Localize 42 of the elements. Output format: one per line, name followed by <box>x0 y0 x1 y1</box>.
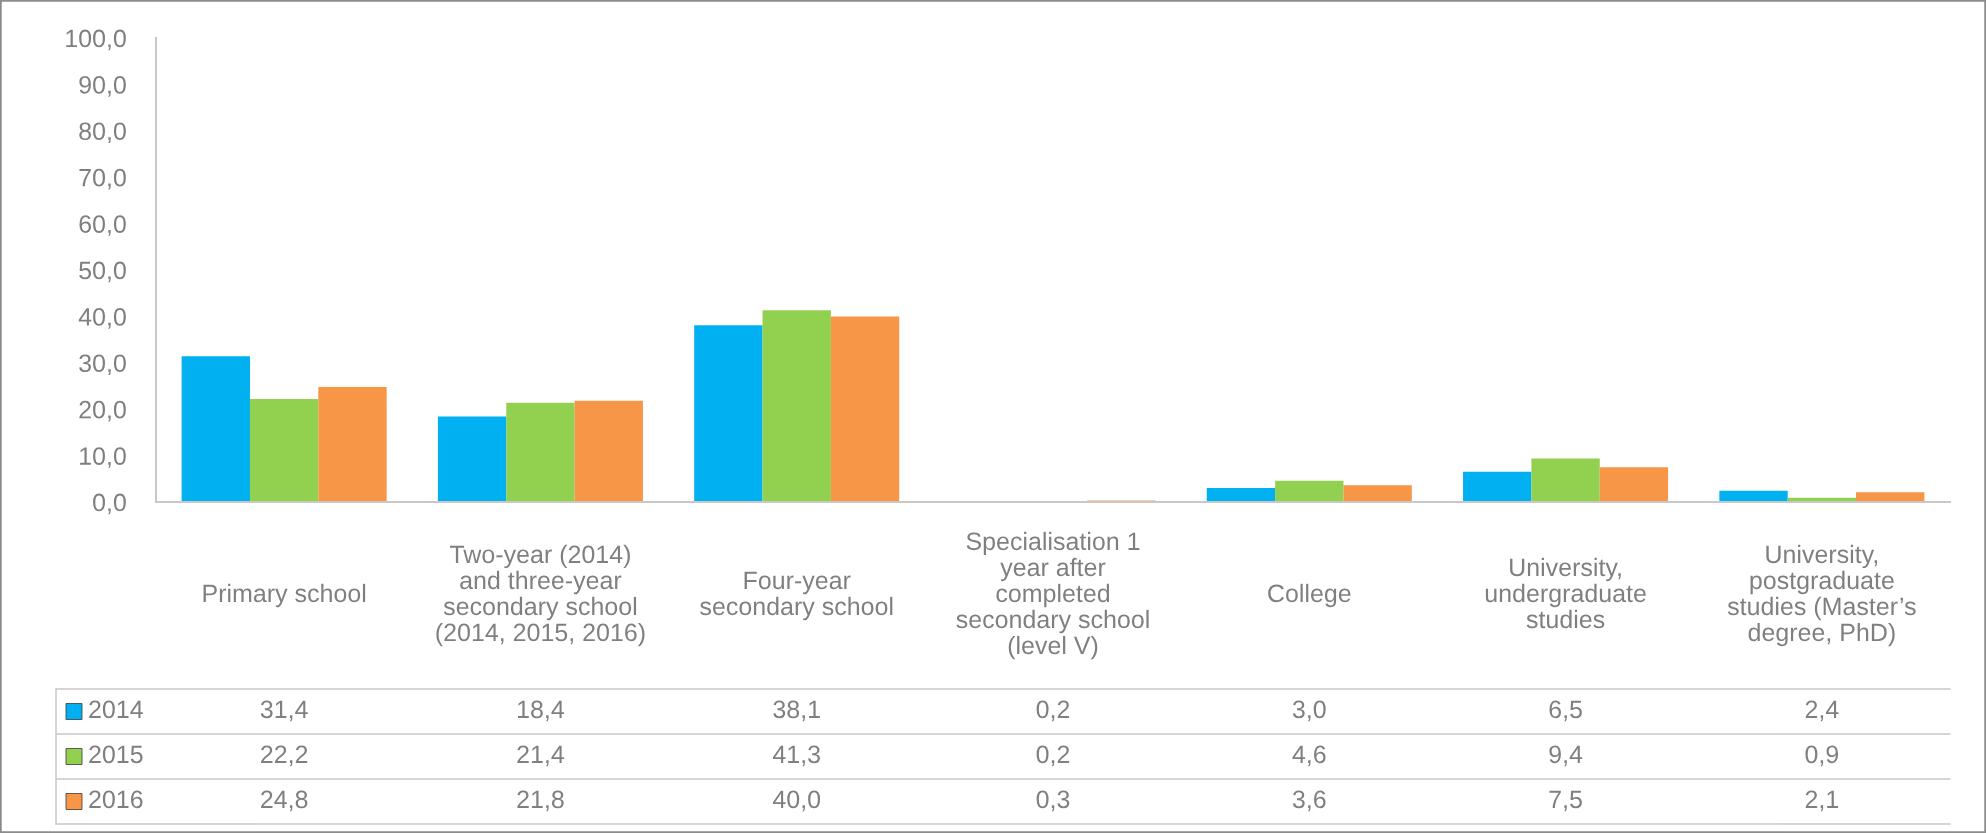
data-label: 3,6 <box>1292 790 1326 812</box>
x-tick-label: Specialisation 1 year after completed secondary school (level V) <box>956 531 1149 660</box>
y-tick-label: 20,0 <box>79 400 126 422</box>
data-label: 2,4 <box>1805 700 1839 722</box>
x-tick-label: Four-year secondary school <box>700 571 893 621</box>
data-label: 41,3 <box>772 745 820 767</box>
data-label: 21,8 <box>517 790 564 812</box>
y-tick-label: 70,0 <box>79 168 126 190</box>
data-label: 3,0 <box>1292 700 1326 722</box>
legend-label: 2014 <box>89 700 143 719</box>
x-tick-label: Two-year (2014) and three-year secondary school (2014, 2015, 2016) <box>436 544 645 647</box>
y-tick-label: 0,0 <box>93 493 126 515</box>
x-tick-label: University, undergraduate studies <box>1485 557 1646 629</box>
legend-label: 2015 <box>89 745 143 764</box>
data-label: 6,5 <box>1549 700 1582 722</box>
legend-label: 2016 <box>89 790 143 809</box>
data-label: 2,1 <box>1805 790 1839 812</box>
data-label: 0,3 <box>1036 790 1070 812</box>
y-tick-label: 10,0 <box>80 447 126 468</box>
y-tick-label: 80,0 <box>79 122 126 144</box>
y-tick-label: 90,0 <box>79 76 126 97</box>
data-label: 9,4 <box>1549 745 1583 767</box>
x-tick-label: College <box>1268 583 1351 608</box>
data-label: 21,4 <box>517 745 565 767</box>
data-label: 0,9 <box>1805 745 1839 767</box>
data-label: 0,2 <box>1036 700 1070 722</box>
x-tick-label: University, postgraduate studies (Master’s degree, PhD) <box>1727 544 1916 647</box>
data-label: 40,0 <box>772 790 821 812</box>
y-tick-label: 60,0 <box>79 215 126 236</box>
data-label: 18,4 <box>518 700 565 722</box>
data-label: 38,1 <box>773 700 820 722</box>
data-label: 31,4 <box>260 700 308 722</box>
y-tick-label: 100,0 <box>66 29 126 51</box>
data-label: 7,5 <box>1549 790 1582 812</box>
y-tick-label: 50,0 <box>79 261 126 283</box>
data-label: 22,2 <box>261 745 308 767</box>
data-label: 24,8 <box>261 790 308 812</box>
x-tick-label: Primary school <box>203 583 366 608</box>
y-tick-label: 30,0 <box>79 354 126 376</box>
data-label: 4,6 <box>1292 745 1326 767</box>
y-tick-label: 40,0 <box>78 308 126 329</box>
data-label: 0,2 <box>1036 745 1070 767</box>
